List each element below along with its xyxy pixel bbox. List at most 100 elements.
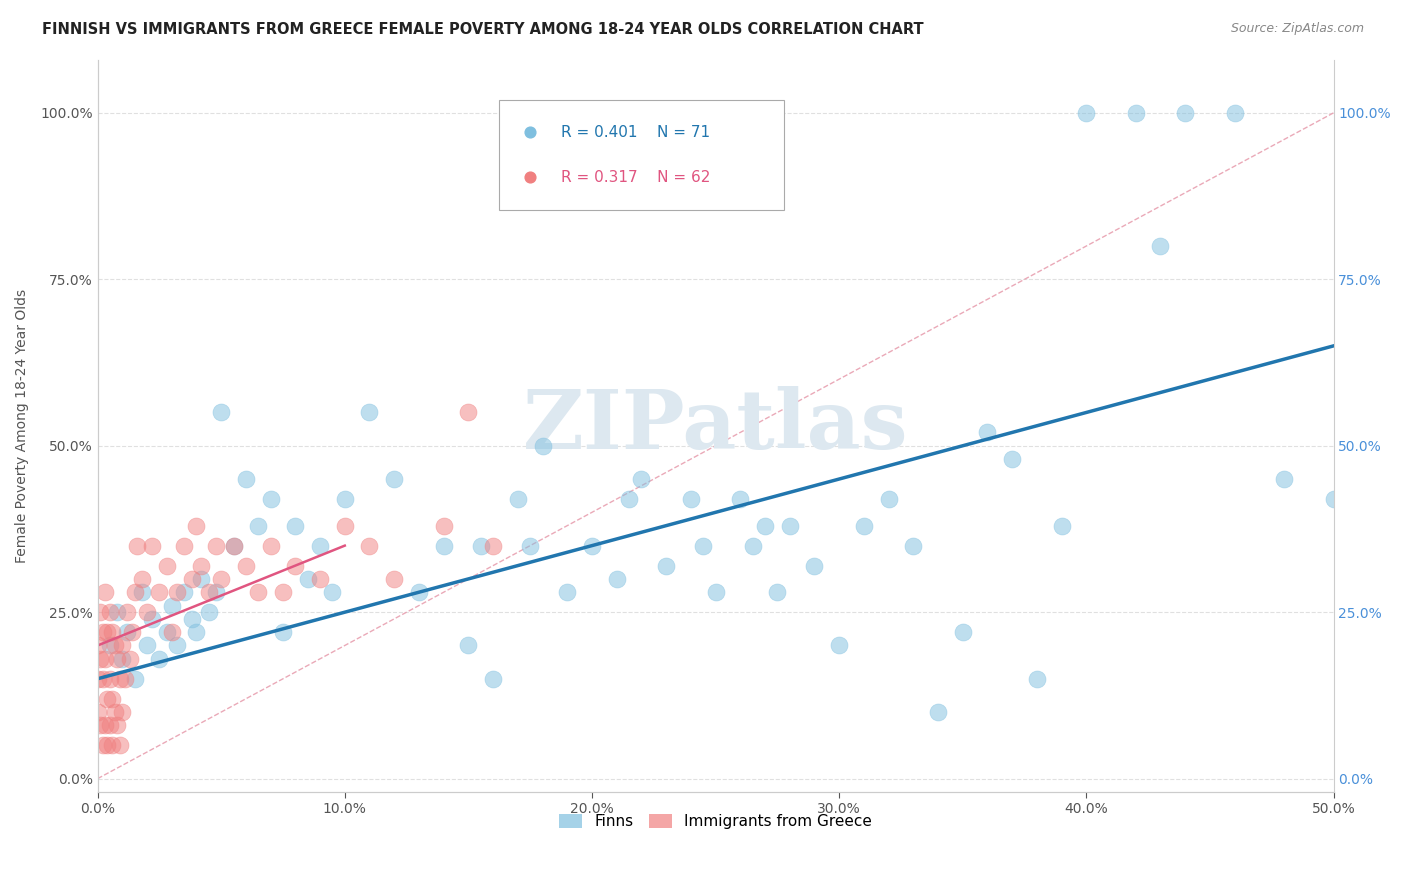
Point (259, 491, 281, 506)
Point (180, 612, 202, 626)
Point (136, 639, 159, 653)
Point (190, 558, 212, 573)
Point (655, 558, 678, 573)
Point (704, 585, 727, 599)
Point (101, 691, 124, 706)
Point (190, 572, 212, 586)
Point (284, 558, 307, 573)
Point (141, 539, 163, 553)
Point (247, 585, 270, 599)
Point (198, 605, 221, 619)
Text: FINNISH VS IMMIGRANTS FROM GREECE FEMALE POVERTY AMONG 18-24 YEAR OLDS CORRELATI: FINNISH VS IMMIGRANTS FROM GREECE FEMALE… (42, 22, 924, 37)
Point (259, 539, 281, 553)
Point (124, 672, 146, 686)
Point (1025, 672, 1047, 686)
Point (101, 625, 124, 640)
Point (105, 652, 128, 666)
Point (506, 491, 529, 506)
Point (555, 585, 578, 599)
Point (519, 539, 541, 553)
Point (433, 518, 456, 533)
Point (89, 718, 111, 732)
Point (166, 639, 188, 653)
Point (94, 718, 117, 732)
Point (94, 585, 117, 599)
Point (136, 605, 159, 619)
Point (1149, 239, 1171, 253)
Point (617, 491, 640, 506)
Point (852, 518, 875, 533)
Point (117, 625, 139, 640)
Point (927, 705, 949, 719)
Point (111, 705, 134, 719)
Point (766, 585, 789, 599)
Point (156, 625, 179, 640)
Point (114, 672, 136, 686)
Point (470, 539, 492, 553)
Point (222, 539, 245, 553)
Point (91, 625, 114, 640)
Y-axis label: Female Poverty Among 18-24 Year Olds: Female Poverty Among 18-24 Year Olds (15, 289, 30, 563)
Point (1174, 106, 1197, 120)
Point (408, 585, 430, 599)
Point (198, 585, 221, 599)
Point (877, 491, 900, 506)
Point (104, 639, 127, 653)
Legend: Finns, Immigrants from Greece: Finns, Immigrants from Greece (553, 808, 877, 836)
Point (779, 518, 801, 533)
Point (433, 539, 456, 553)
Point (952, 625, 974, 640)
Point (141, 612, 163, 626)
Point (606, 572, 628, 586)
Point (89, 652, 111, 666)
Point (105, 718, 128, 732)
Text: R = 0.401    N = 71: R = 0.401 N = 71 (561, 125, 710, 140)
Point (976, 425, 998, 440)
Point (531, 439, 554, 453)
Point (1076, 106, 1098, 120)
Point (828, 639, 851, 653)
Text: ZIPatlas: ZIPatlas (523, 385, 908, 466)
Point (89, 605, 111, 619)
Point (111, 652, 134, 666)
Point (382, 572, 405, 586)
Point (131, 572, 153, 586)
Point (131, 585, 153, 599)
Point (309, 572, 332, 586)
Point (205, 539, 228, 553)
Point (98, 672, 121, 686)
Point (741, 539, 763, 553)
Point (166, 585, 188, 599)
Point (98, 639, 121, 653)
Point (679, 491, 702, 506)
Point (98, 605, 121, 619)
Point (1322, 491, 1344, 506)
Point (222, 539, 245, 553)
Point (1272, 472, 1295, 486)
Point (101, 739, 124, 753)
Point (247, 518, 270, 533)
Point (235, 558, 257, 573)
Point (173, 585, 195, 599)
Point (581, 539, 603, 553)
Point (903, 539, 925, 553)
Point (118, 652, 141, 666)
Point (1050, 518, 1073, 533)
Point (382, 472, 405, 486)
Point (359, 539, 381, 553)
Point (359, 405, 381, 419)
Point (96, 691, 118, 706)
Point (91, 739, 114, 753)
Point (96, 739, 118, 753)
Text: R = 0.317    N = 62: R = 0.317 N = 62 (561, 169, 710, 185)
Point (309, 539, 332, 553)
Point (803, 558, 825, 573)
Point (160, 599, 183, 613)
Point (127, 539, 149, 553)
Point (952, 172, 974, 186)
Point (271, 625, 294, 640)
Point (692, 539, 714, 553)
Point (121, 625, 143, 640)
Point (148, 652, 170, 666)
FancyBboxPatch shape (499, 100, 783, 210)
